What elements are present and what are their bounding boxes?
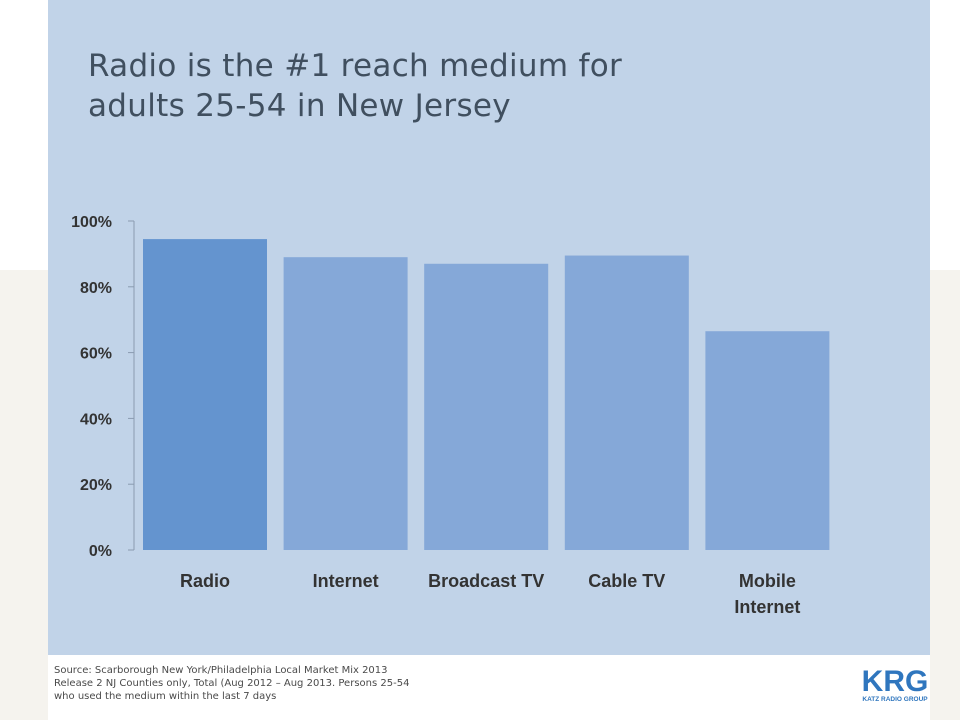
x-category-label: Radio bbox=[180, 571, 230, 591]
bar-mobile-internet bbox=[705, 331, 830, 550]
bar-internet bbox=[283, 257, 408, 550]
x-category-label: Cable TV bbox=[588, 571, 665, 591]
source-line-2: Release 2 NJ Counties only, Total (Aug 2… bbox=[54, 678, 410, 689]
y-tick-label: 80% bbox=[80, 280, 112, 297]
source-line-3: who used the medium within the last 7 da… bbox=[54, 691, 277, 702]
logo-subtext: KATZ RADIO GROUP bbox=[862, 696, 928, 703]
y-tick-label: 20% bbox=[80, 477, 112, 494]
source-note: Source: Scarborough New York/Philadelphi… bbox=[54, 664, 504, 703]
x-category-label: Internet bbox=[313, 571, 379, 591]
x-category-label: Mobile bbox=[739, 571, 796, 591]
y-tick-label: 40% bbox=[80, 411, 112, 428]
bar-broadcast-tv bbox=[424, 263, 549, 550]
source-line-1: Source: Scarborough New York/Philadelphi… bbox=[54, 665, 388, 676]
y-tick-label: 100% bbox=[71, 214, 112, 231]
bar-radio bbox=[143, 239, 267, 550]
y-tick-label: 60% bbox=[80, 346, 112, 363]
logo-mark: KRG bbox=[862, 665, 929, 698]
page-title: Radio is the #1 reach medium for adults … bbox=[88, 46, 708, 126]
y-tick-label: 0% bbox=[89, 543, 112, 560]
title-line-1: Radio is the #1 reach medium for bbox=[88, 48, 623, 84]
x-category-label: Internet bbox=[734, 597, 800, 617]
x-category-label: Broadcast TV bbox=[428, 571, 544, 591]
title-line-2: adults 25-54 in New Jersey bbox=[88, 88, 511, 124]
bar-cable-tv bbox=[564, 255, 689, 551]
footer-area bbox=[48, 655, 930, 720]
krg-logo: KRG KATZ RADIO GROUP bbox=[862, 665, 929, 703]
